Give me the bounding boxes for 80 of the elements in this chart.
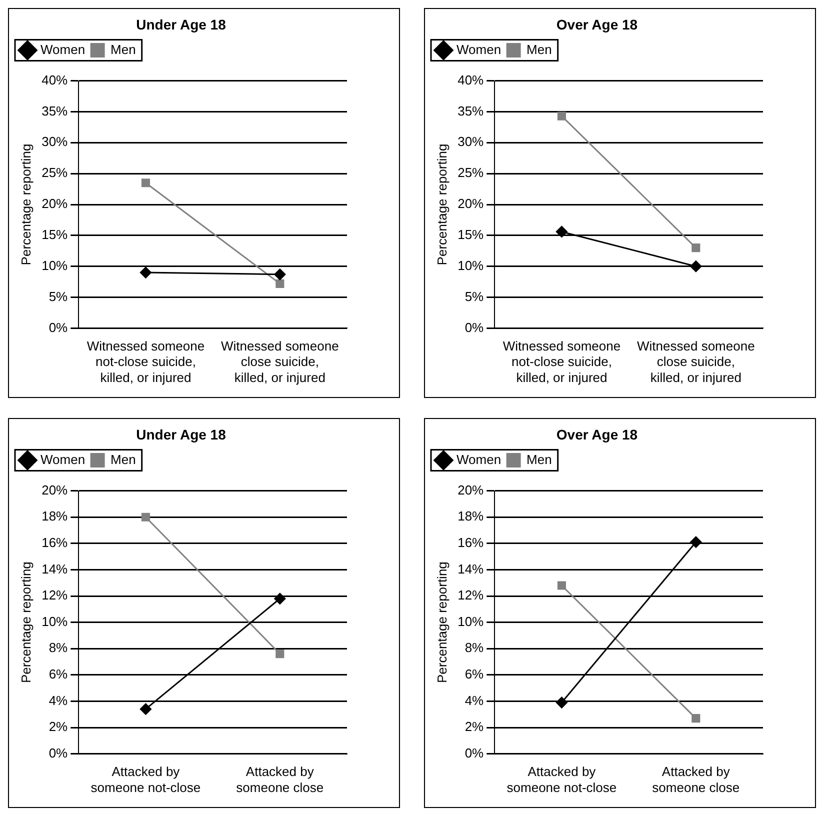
y-tick-label: 6% [464,666,484,682]
legend-label: Women [456,452,502,467]
y-tick-label: 6% [48,666,68,682]
point [692,244,700,252]
y-tick-label: 18% [42,508,68,524]
chart-title: Under Age 18 [136,426,226,442]
y-tick-label: 2% [48,719,68,734]
legend-label: Women [40,42,86,57]
point [276,650,284,658]
x-tick-label: Witnessed someone not-close suicide, killed, or injured [86,338,205,385]
x-tick-label: Attacked by someone not-close [506,764,617,795]
y-tick-label: 30% [42,134,68,150]
x-tick-label: Attacked by someone close [652,764,740,795]
point [690,536,702,548]
y-tick-label: 5% [48,288,68,304]
y-tick-label: 5% [464,288,484,304]
chart-title: Over Age 18 [556,16,638,32]
y-tick-label: 0% [48,320,68,335]
y-tick-label: 25% [458,165,484,180]
point [276,279,284,288]
y-axis-title: Percentage reporting [18,144,34,266]
y-tick-label: 20% [458,196,484,212]
point [274,592,286,604]
x-tick-label: Witnessed someone close suicide, killed, or injured [637,338,755,385]
y-tick-label: 0% [464,320,484,335]
y-tick-label: 25% [42,165,68,180]
x-tick-label: Attacked by someone not-close [90,764,201,795]
y-tick-label: 12% [42,588,68,603]
y-tick-label: 20% [458,482,484,498]
legend-label: Men [110,452,136,467]
y-tick-label: 8% [464,640,484,656]
y-tick-label: 40% [42,72,68,88]
y-tick-label: 40% [458,72,484,88]
y-tick-label: 8% [48,640,68,656]
y-tick-label: 2% [464,719,484,734]
point [690,260,702,272]
y-tick-label: 18% [458,508,484,524]
y-tick-label: 35% [458,103,484,118]
x-tick-label: Attacked by someone close [236,764,324,795]
y-tick-label: 15% [42,227,68,242]
legend-label: Women [456,42,502,57]
point [557,112,566,120]
y-tick-label: 20% [42,482,68,498]
point [141,512,150,522]
point [557,581,566,590]
x-tick-label: Witnessed someone not-close suicide, killed, or injured [502,338,621,385]
point [556,696,568,708]
y-tick-label: 14% [42,561,68,576]
y-tick-label: 15% [458,227,484,242]
chart-title: Over Age 18 [556,426,638,442]
y-tick-label: 10% [458,258,484,273]
point [140,266,152,278]
point [140,703,152,715]
point [274,268,286,280]
y-tick-label: 16% [42,534,68,550]
y-tick-label: 14% [458,561,484,576]
legend-label: Men [526,452,552,467]
legend-label: Women [40,452,86,467]
y-tick-label: 10% [42,258,68,273]
y-axis-title: Percentage reporting [18,562,34,684]
y-tick-label: 10% [42,614,68,629]
y-tick-label: 12% [458,588,484,603]
y-tick-label: 35% [42,103,68,118]
y-tick-label: 10% [458,614,484,629]
chart-title: Under Age 18 [136,16,226,32]
y-tick-label: 0% [464,745,484,760]
y-tick-label: 20% [42,196,68,212]
point [692,714,700,723]
y-tick-label: 30% [458,134,484,150]
y-axis-title: Percentage reporting [434,562,450,684]
y-tick-label: 4% [48,692,68,708]
y-axis-title: Percentage reporting [434,144,450,266]
x-tick-label: Witnessed someone close suicide, killed, or injured [221,338,339,385]
y-tick-label: 0% [48,745,68,760]
legend-label: Men [110,42,136,57]
y-tick-label: 16% [458,534,484,550]
point [141,178,150,188]
y-tick-label: 4% [464,692,484,708]
point [556,226,568,238]
legend-label: Men [526,42,552,57]
